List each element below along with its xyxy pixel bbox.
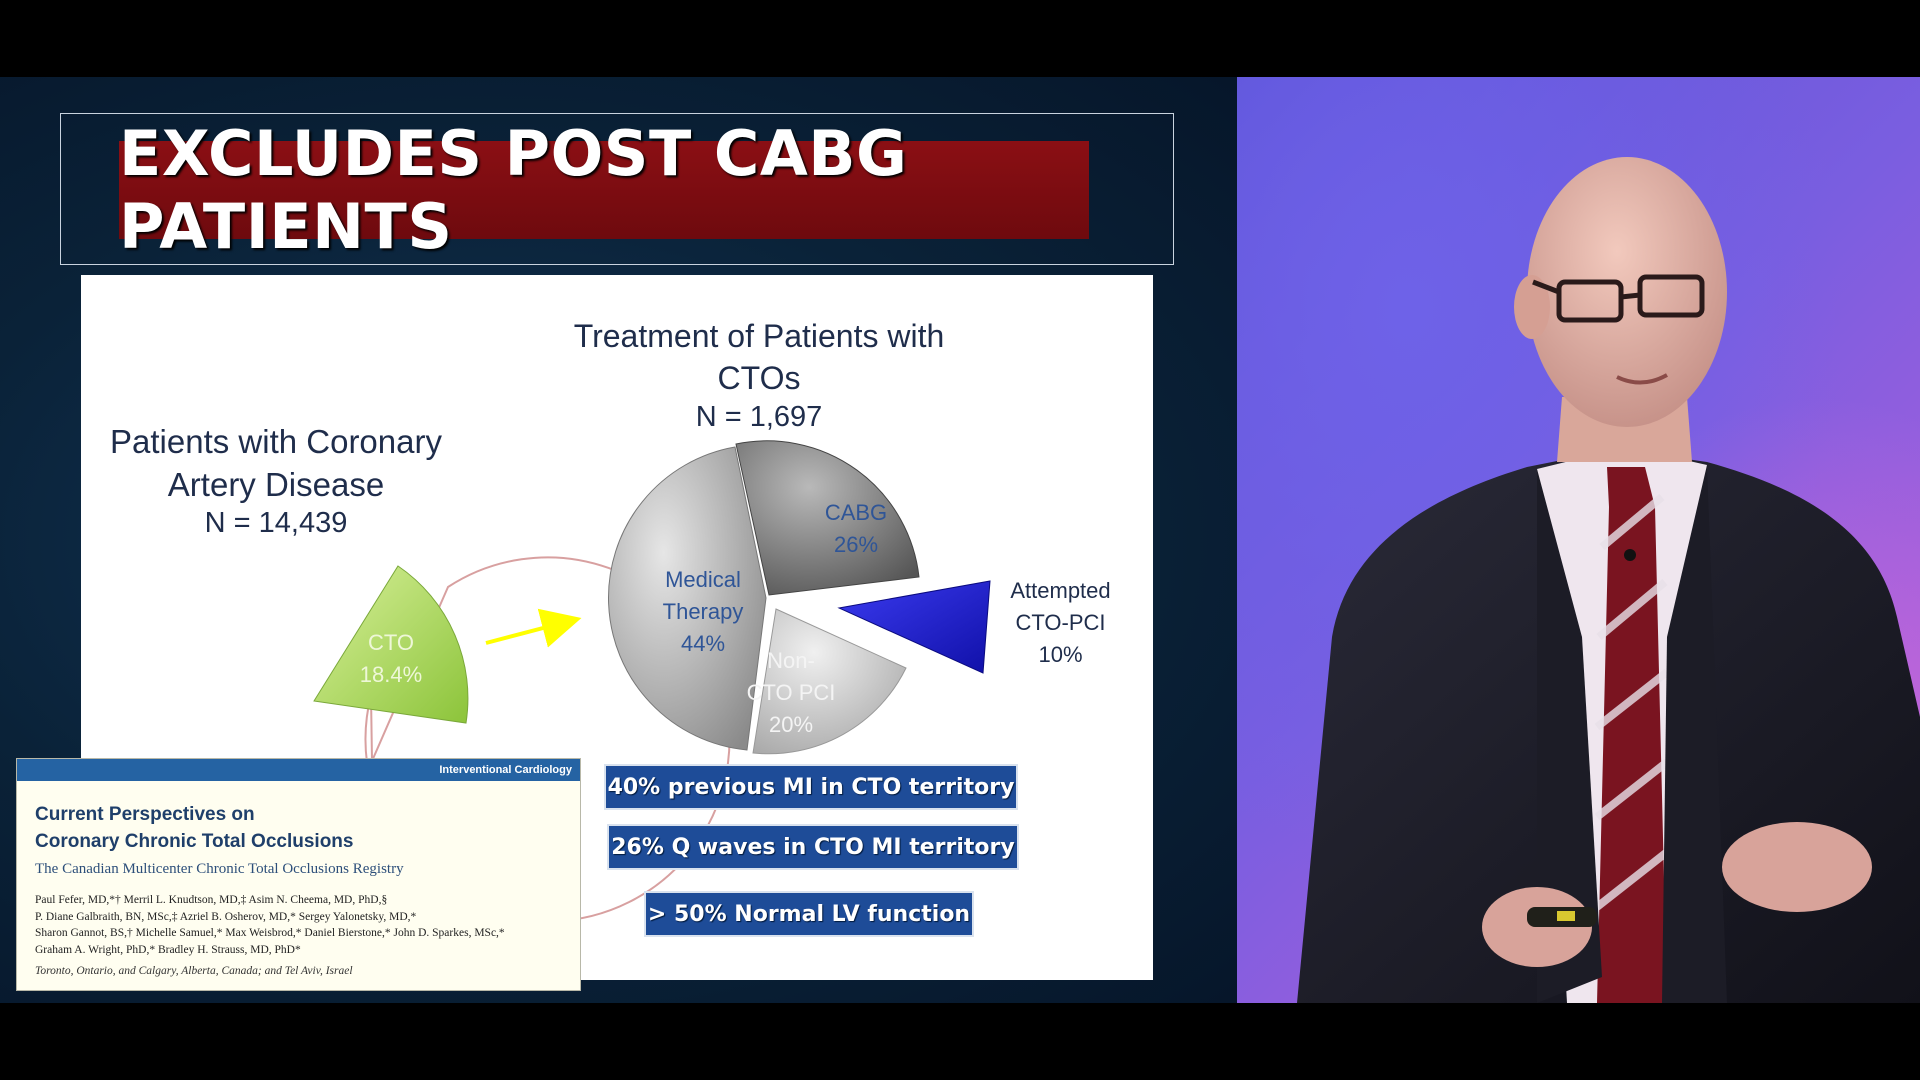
cto-slice-label: CTO 18.4% <box>341 627 441 691</box>
medical-therapy-pct: 44% <box>680 631 726 656</box>
attempted-cto-pci-label: Attempted CTO-PCI 10% <box>988 575 1133 671</box>
attempted-cto-pci-name: Attempted CTO-PCI <box>1010 578 1111 635</box>
title-frame: EXCLUDES POST CABG PATIENTS <box>60 113 1174 265</box>
slice-medical-therapy <box>607 446 767 751</box>
left-chart-title: Patients with Coronary Artery Disease <box>110 423 442 503</box>
slice-attempted-cto-pci <box>837 580 991 674</box>
non-cto-pci-name: Non-CTO PCI <box>746 648 836 705</box>
slide: EXCLUDES POST CABG PATIENTS <box>0 77 1237 1003</box>
authors-line: Graham A. Wright, PhD,* Bradley H. Strau… <box>35 943 301 956</box>
right-chart-title: Treatment of Patients with CTOs <box>573 318 945 396</box>
speaker-image <box>1297 157 1920 1003</box>
stat-normal-lv: > 50% Normal LV function <box>644 891 974 937</box>
cabg-name: CABG <box>824 500 888 525</box>
lapel-mic <box>1624 549 1636 561</box>
article-title-line2: Coronary Chronic Total Occlusions <box>35 831 354 852</box>
article-title-line1: Current Perspectives on <box>35 804 255 825</box>
journal-section-bar: Interventional Cardiology <box>17 759 580 781</box>
journal-article-excerpt: Interventional Cardiology Current Perspe… <box>16 758 581 991</box>
article-authors: Paul Fefer, MD,*† Merril L. Knudtson, MD… <box>35 892 575 958</box>
slice-non-cto-pci <box>752 608 907 755</box>
attempted-cto-pci-pct: 10% <box>1038 642 1083 667</box>
cto-label-text: CTO <box>367 630 415 655</box>
cabg-label: CABG 26% <box>801 497 911 561</box>
speaker-hand <box>1722 822 1872 912</box>
left-chart-n: N = 14,439 <box>204 507 348 539</box>
medical-therapy-label: Medical Therapy 44% <box>643 564 763 660</box>
cto-slice <box>313 565 469 724</box>
authors-line: Paul Fefer, MD,*† Merril L. Knudtson, MD… <box>35 894 388 906</box>
non-cto-pci-label: Non-CTO PCI 20% <box>731 645 851 741</box>
article-subtitle: The Canadian Multicenter Chronic Total O… <box>35 861 404 877</box>
authors-line: Sharon Gannot, BS,† Michelle Samuel,* Ma… <box>35 927 505 939</box>
article-location: Toronto, Ontario, and Calgary, Alberta, … <box>35 965 353 977</box>
medical-therapy-name: Medical Therapy <box>662 567 744 624</box>
right-chart-n: N = 1,697 <box>695 401 823 433</box>
non-cto-pci-pct: 20% <box>768 712 814 737</box>
slide-title-banner: EXCLUDES POST CABG PATIENTS <box>119 117 1089 263</box>
yellow-arrow <box>485 608 582 648</box>
authors-line: P. Diane Galbraith, BN, MSc,‡ Azriel B. … <box>35 910 417 923</box>
slice-cabg <box>735 440 920 596</box>
glasses <box>1532 274 1705 323</box>
stat-previous-mi: 40% previous MI in CTO territory <box>604 764 1018 810</box>
video-frame: EXCLUDES POST CABG PATIENTS <box>0 77 1920 1003</box>
stat-q-waves: 26% Q waves in CTO MI territory <box>607 824 1019 870</box>
speaker-head <box>1527 157 1727 427</box>
speaker-video <box>1237 77 1920 1003</box>
article-title: Current Perspectives on Coronary Chronic… <box>35 801 353 855</box>
cabg-pct: 26% <box>833 532 879 557</box>
cto-pct-text: 18.4% <box>359 662 423 687</box>
